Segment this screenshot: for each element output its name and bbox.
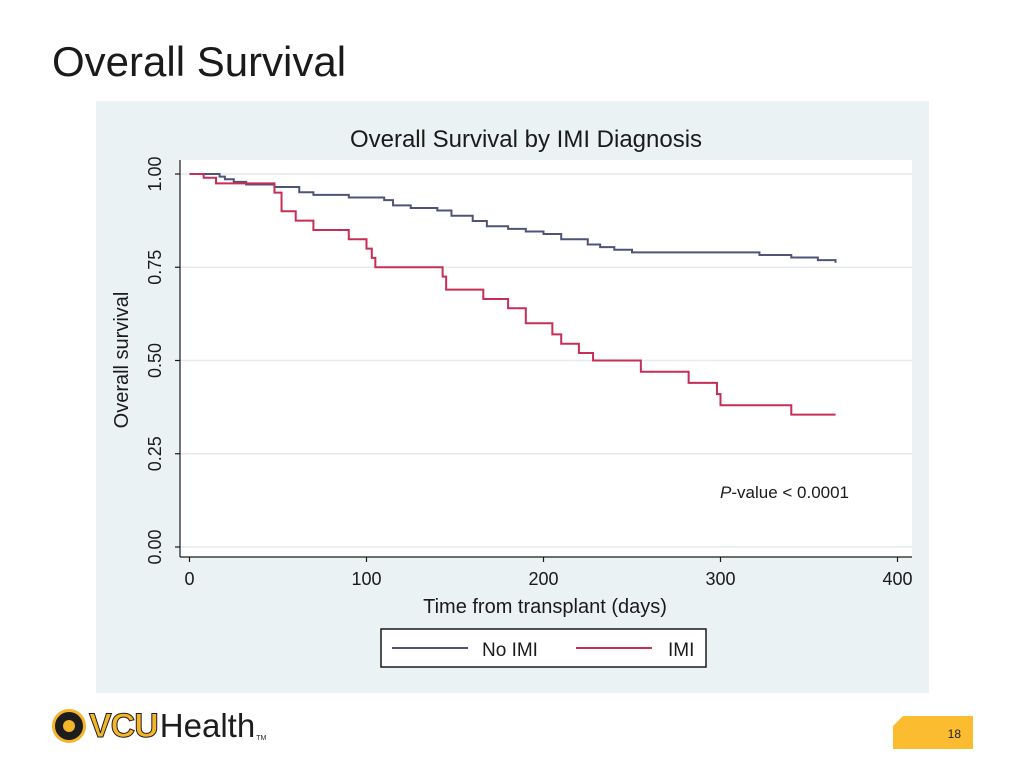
y-tick-label: 0.00 xyxy=(145,529,165,564)
y-tick-label: 0.50 xyxy=(145,343,165,378)
series-line-imi xyxy=(189,173,836,416)
x-tick-label: 400 xyxy=(882,569,912,589)
chart-legend: No IMI IMI xyxy=(380,628,707,668)
x-tick-label: 100 xyxy=(351,569,381,589)
y-tick-label: 1.00 xyxy=(145,156,165,191)
slide-title: Overall Survival xyxy=(52,38,347,85)
p-value-annotation: P-value < 0.0001 xyxy=(720,483,849,502)
x-axis-label: Time from transplant (days) xyxy=(423,596,667,618)
vcu-seal-icon xyxy=(52,709,86,743)
y-axis-label: Overall survival xyxy=(111,292,133,429)
chart-panel: Overall Survival by IMI Diagnosis 0.00 0.… xyxy=(96,101,929,693)
survival-chart: Overall Survival by IMI Diagnosis 0.00 0.… xyxy=(111,126,913,668)
legend-label-imi: IMI xyxy=(668,640,694,661)
legend-label-no-imi: No IMI xyxy=(482,640,538,661)
y-tick-label: 0.25 xyxy=(145,436,165,471)
vcu-health-logo: VCU Health TM xyxy=(52,706,266,746)
page-number-badge: 18 xyxy=(893,716,973,749)
y-tick-label: 0.75 xyxy=(145,250,165,285)
logo-health-text: Health xyxy=(159,707,256,744)
x-tick-label: 300 xyxy=(705,569,735,589)
x-tick-label: 0 xyxy=(184,569,194,589)
page-number: 18 xyxy=(947,727,961,741)
logo-trademark: TM xyxy=(256,735,267,742)
p-value-italic: P xyxy=(720,483,732,502)
plot-area xyxy=(180,160,912,557)
p-value-text: -value < 0.0001 xyxy=(731,483,849,502)
x-tick-label: 200 xyxy=(528,569,558,589)
chart-title: Overall Survival by IMI Diagnosis xyxy=(350,126,702,153)
logo-vcu-text: VCU xyxy=(89,706,160,745)
